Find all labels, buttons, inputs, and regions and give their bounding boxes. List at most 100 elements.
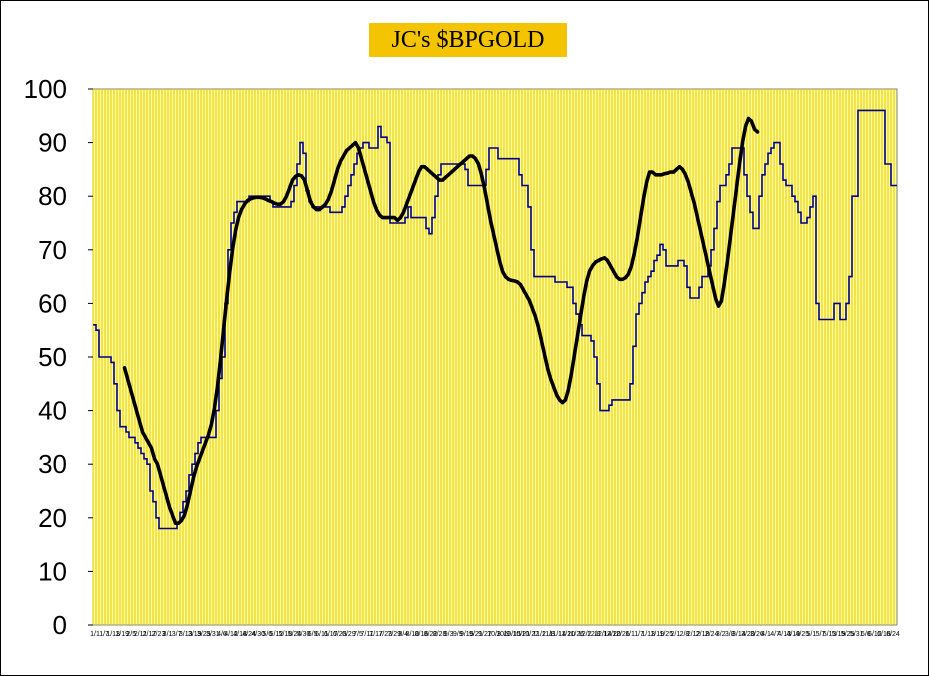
x-tick-label: 5/6 xyxy=(262,631,272,638)
x-tick-label: 6/24 xyxy=(886,631,900,638)
x-tick-label: 8/28 xyxy=(433,631,447,638)
x-tick-label: 4/13 xyxy=(777,631,791,638)
x-tick-label: 9/3 xyxy=(444,631,454,638)
y-tick-label: 70 xyxy=(38,235,67,265)
x-tick-label: 2/24 xyxy=(705,631,719,638)
x-tick-label: 11/8 xyxy=(542,631,555,638)
x-tick-label: 10/3 xyxy=(487,631,501,638)
x-tick-label: 1/1 xyxy=(625,631,635,638)
x-tick-label: 7/17 xyxy=(369,631,383,638)
x-tick-label: 12/20 xyxy=(603,631,621,638)
x-tick-label: 7/23 xyxy=(378,631,392,638)
x-tick-label: 5/7 xyxy=(816,631,826,638)
series-smoothed-line xyxy=(122,116,760,525)
x-tick-label: 3/26 xyxy=(750,631,764,638)
x-tick-label: 6/11 xyxy=(315,631,328,638)
x-tick-label: 11/26 xyxy=(567,631,584,638)
x-tick-label: 6/18 xyxy=(877,631,891,638)
x-tick-label: 8/10 xyxy=(406,631,420,638)
x-tick-label: 2/23 xyxy=(152,631,166,638)
x-tick-label: 2/12 xyxy=(687,631,701,638)
x-tick-label: 12/14 xyxy=(594,631,612,638)
x-tick-label: 5/30 xyxy=(297,631,311,638)
x-tick-label: 5/19 xyxy=(832,631,846,638)
x-tick-label: 4/1 xyxy=(761,631,771,638)
x-tick-label: 9/27 xyxy=(478,631,492,638)
x-tick-label: 1/7 xyxy=(99,631,109,638)
x-tick-label: 4/30 xyxy=(251,631,265,638)
x-tick-label: 3/20 xyxy=(741,631,755,638)
x-tick-label: 3/8 xyxy=(725,631,735,638)
x-tick-label: 10/9 xyxy=(496,631,510,638)
x-tick-label: 5/12 xyxy=(270,631,284,638)
x-tick-label: 2/1 xyxy=(670,631,680,638)
y-tick-label: 40 xyxy=(38,396,67,426)
x-tick-label: 1/25 xyxy=(659,631,673,638)
x-tick-label: 6/17 xyxy=(324,631,338,638)
x-tick-label: 12/8 xyxy=(587,631,601,638)
x-tick-label: 8/22 xyxy=(424,631,438,638)
y-tick-label: 10 xyxy=(38,556,67,586)
y-tick-label: 80 xyxy=(38,181,67,211)
x-tick-label: 2/17 xyxy=(143,631,157,638)
x-tick-label: 11/20 xyxy=(558,631,575,638)
x-tick-label: 2/8 xyxy=(680,631,690,638)
x-tick-label: 12/2 xyxy=(578,631,592,638)
x-tick-label: 5/1 xyxy=(807,631,817,638)
x-tick-label: 5/18 xyxy=(279,631,293,638)
x-tick-label: 10/21 xyxy=(512,631,530,638)
x-tick-label: 3/25 xyxy=(197,631,211,638)
y-tick-label: 100 xyxy=(24,74,67,104)
x-tick-label: 4/25 xyxy=(796,631,810,638)
x-tick-label: 7/11 xyxy=(360,631,373,638)
x-tick-label: 5/25 xyxy=(841,631,855,638)
y-tick-label: 50 xyxy=(38,342,67,372)
x-tick-label: 1/7 xyxy=(634,631,644,638)
x-tick-label: 2/18 xyxy=(696,631,710,638)
series-price-line xyxy=(93,109,897,530)
x-tick-label: 5/13 xyxy=(823,631,837,638)
x-tick-label: 1/13 xyxy=(641,631,655,638)
x-tick-label: 2/5 xyxy=(126,631,136,638)
x-tick-label: 6/6 xyxy=(861,631,871,638)
y-tick-label: 90 xyxy=(38,128,67,158)
y-tick-label: 30 xyxy=(38,449,67,479)
x-tick-label: 3/19 xyxy=(188,631,202,638)
x-tick-label: 6/5 xyxy=(308,631,318,638)
x-tick-label: 6/23 xyxy=(333,631,347,638)
x-tick-label: 9/15 xyxy=(460,631,474,638)
x-tick-label: 5/24 xyxy=(288,631,302,638)
x-tick-label: 6/12 xyxy=(868,631,882,638)
x-tick-label: 6/29 xyxy=(342,631,356,638)
x-tick-label: 4/6 xyxy=(217,631,227,638)
x-tick-label: 1/19 xyxy=(115,631,129,638)
x-tick-label: 10/15 xyxy=(503,631,521,638)
y-tick-label: 0 xyxy=(53,610,67,640)
x-tick-label: 11/14 xyxy=(549,631,566,638)
x-tick-label: 12/26 xyxy=(612,631,630,638)
x-tick-label: 11/2 xyxy=(533,631,546,638)
x-tick-label: 3/7 xyxy=(172,631,182,638)
x-tick-label: 4/7 xyxy=(770,631,780,638)
x-tick-label: 5/31 xyxy=(850,631,864,638)
x-tick-label: 9/9 xyxy=(453,631,463,638)
x-tick-label: 4/19 xyxy=(786,631,800,638)
x-tick-label: 1/19 xyxy=(650,631,664,638)
y-tick-label: 60 xyxy=(38,288,67,318)
x-tick-label: 8/4 xyxy=(398,631,408,638)
x-tick-label: 1/13 xyxy=(106,631,120,638)
chart-title: JC's $BPGOLD xyxy=(369,23,567,57)
x-tick-label: 3/14 xyxy=(732,631,746,638)
y-tick-label: 20 xyxy=(38,503,67,533)
x-tick-label: 3/2 xyxy=(716,631,726,638)
x-tick-label: 3/1 xyxy=(163,631,173,638)
x-tick-label: 4/18 xyxy=(233,631,247,638)
x-tick-label: 2/11 xyxy=(134,631,147,638)
x-tick-label: 7/29 xyxy=(387,631,401,638)
x-tick-label: 3/13 xyxy=(179,631,193,638)
x-tick-label: 9/21 xyxy=(469,631,483,638)
x-tick-label: 3/31 xyxy=(206,631,220,638)
x-tick-label: 10/27 xyxy=(522,631,540,638)
x-tick-label: 8/16 xyxy=(415,631,429,638)
